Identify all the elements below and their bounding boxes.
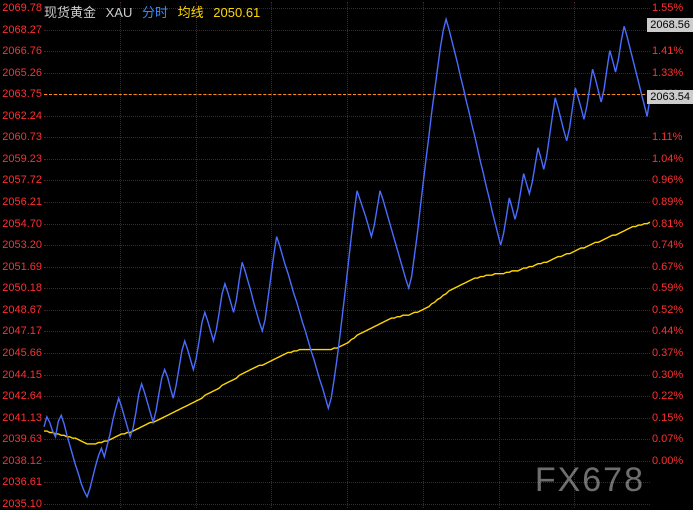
- symbol-label: 现货黄金: [44, 5, 96, 20]
- live-price-badge: 2068.56: [647, 18, 693, 32]
- last-price: 2050.61: [213, 5, 260, 20]
- reference-price-badge: 2063.54: [647, 90, 693, 104]
- chart-container: 现货黄金 XAU 分时 均线 2050.61 2069.782068.27206…: [0, 0, 693, 510]
- ma-line: [44, 222, 650, 444]
- ma-label: 均线: [178, 5, 204, 20]
- price-line: [44, 19, 650, 497]
- symbol-code: XAU: [106, 5, 133, 20]
- plot-area[interactable]: [0, 0, 693, 510]
- chart-header: 现货黄金 XAU 分时 均线 2050.61: [44, 2, 266, 21]
- watermark: FX678: [535, 461, 645, 500]
- timeframe-label: 分时: [142, 5, 168, 20]
